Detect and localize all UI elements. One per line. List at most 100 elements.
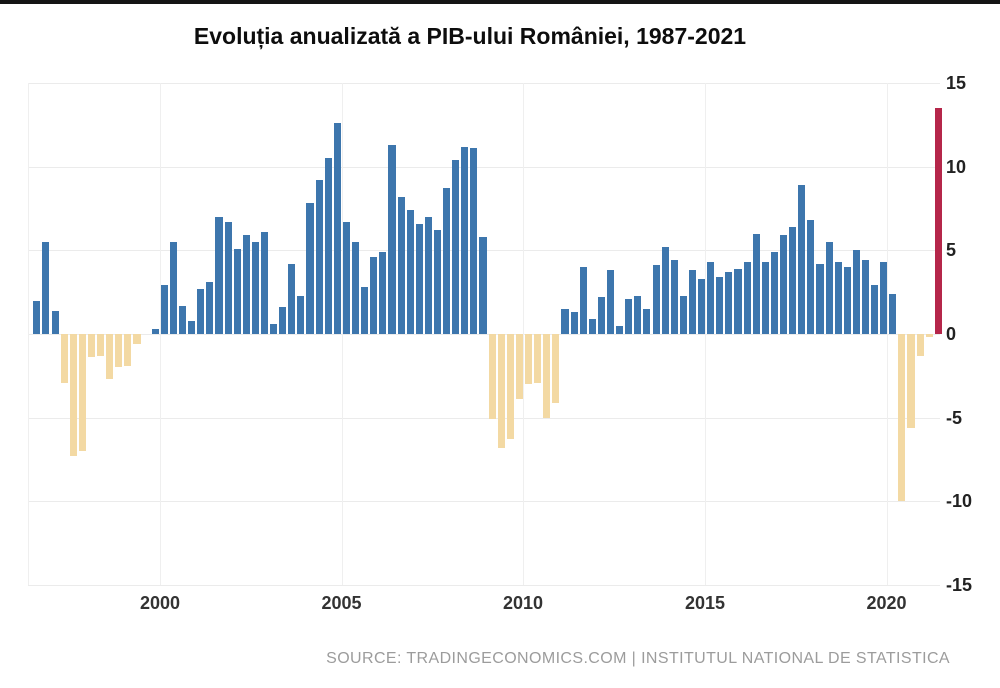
bar-positive bbox=[51, 310, 59, 334]
bar-positive bbox=[761, 262, 769, 334]
bar-positive bbox=[798, 185, 806, 334]
bar-positive bbox=[415, 223, 423, 334]
gridline-horizontal bbox=[28, 166, 940, 168]
bar-positive bbox=[342, 221, 350, 334]
bar-positive bbox=[406, 210, 414, 334]
bar-positive bbox=[561, 308, 569, 334]
bar-negative bbox=[87, 334, 96, 358]
bar-positive bbox=[834, 262, 842, 334]
bar-negative bbox=[552, 334, 560, 403]
gridline-vertical bbox=[341, 83, 343, 585]
gridline-vertical bbox=[705, 83, 706, 585]
bar-negative bbox=[506, 334, 514, 440]
bar-negative bbox=[497, 334, 505, 448]
y-axis-tick-label: -15 bbox=[946, 575, 973, 595]
bar-positive bbox=[734, 268, 742, 334]
bar-positive bbox=[670, 260, 678, 334]
bar-positive bbox=[807, 220, 815, 334]
gridline-vertical bbox=[160, 83, 161, 585]
bar-positive bbox=[816, 263, 824, 334]
bar-positive bbox=[151, 328, 159, 334]
bar-positive bbox=[725, 272, 733, 334]
bar-positive bbox=[825, 241, 833, 334]
bar-positive bbox=[297, 295, 305, 334]
bar-negative bbox=[115, 334, 123, 368]
bar-positive bbox=[306, 203, 314, 334]
bar-positive bbox=[789, 226, 797, 334]
x-axis-tick-label: 2000 bbox=[139, 593, 181, 613]
bar-negative bbox=[488, 334, 496, 420]
bar-positive bbox=[370, 257, 378, 334]
y-axis-tick-label: 10 bbox=[946, 156, 967, 177]
y-axis-tick-label: 15 bbox=[946, 73, 967, 93]
bar-positive bbox=[352, 241, 360, 334]
bar-negative bbox=[543, 334, 551, 418]
gridline-horizontal bbox=[28, 83, 940, 84]
bar-positive bbox=[679, 295, 687, 334]
bar-positive bbox=[433, 230, 442, 334]
bar-negative bbox=[124, 334, 132, 366]
bar-positive bbox=[461, 146, 469, 334]
bar-negative bbox=[60, 334, 68, 383]
bar-positive bbox=[779, 235, 788, 334]
gridline-horizontal bbox=[28, 417, 940, 419]
bar-positive bbox=[606, 270, 615, 334]
bar-positive bbox=[33, 300, 41, 334]
y-axis-tick-label: 0 bbox=[946, 324, 957, 344]
bar-positive bbox=[242, 235, 250, 334]
bar-positive bbox=[652, 265, 660, 334]
x-axis-tick-label: 2015 bbox=[684, 593, 726, 613]
x-axis-tick-label: 2005 bbox=[321, 593, 362, 613]
bar-positive bbox=[579, 267, 587, 334]
gridline-horizontal bbox=[28, 334, 940, 335]
bar-positive bbox=[42, 241, 50, 334]
y-axis-labels: 15 10 5 0 -5 -10 -15 bbox=[946, 0, 1000, 688]
bar-positive bbox=[224, 221, 232, 334]
bar-positive bbox=[169, 241, 177, 334]
bar-positive bbox=[452, 159, 460, 334]
bar-positive bbox=[160, 285, 168, 334]
bar-positive bbox=[661, 246, 669, 334]
bar-negative bbox=[907, 334, 915, 428]
bar-positive bbox=[288, 263, 296, 334]
bar-positive bbox=[852, 250, 860, 334]
y-axis-tick-label: -10 bbox=[946, 491, 973, 512]
bar-positive bbox=[361, 287, 369, 334]
bar-positive bbox=[379, 252, 387, 334]
bar-highlight-latest bbox=[934, 108, 942, 334]
bar-positive bbox=[315, 180, 323, 334]
gridline-horizontal bbox=[28, 501, 940, 503]
bar-positive bbox=[260, 231, 269, 334]
bar-positive bbox=[188, 320, 196, 334]
bar-positive bbox=[861, 260, 870, 334]
y-axis-tick-label: -5 bbox=[946, 407, 963, 428]
bar-positive bbox=[698, 278, 706, 334]
plot-left-edge bbox=[28, 83, 29, 585]
bar-positive bbox=[597, 297, 605, 334]
bar-positive bbox=[443, 188, 451, 334]
bar-positive bbox=[397, 196, 405, 334]
bar-positive bbox=[215, 216, 223, 334]
bar-positive bbox=[178, 305, 187, 334]
bar-positive bbox=[880, 262, 888, 334]
bar-positive bbox=[206, 282, 214, 334]
video-frame-top-edge bbox=[0, 0, 1000, 4]
bar-positive bbox=[570, 312, 578, 334]
gridline-horizontal bbox=[28, 585, 940, 586]
bar-positive bbox=[707, 262, 715, 334]
bar-positive bbox=[470, 148, 478, 334]
bar-negative bbox=[534, 334, 542, 383]
x-axis-tick-label: 2010 bbox=[502, 593, 544, 613]
bar-positive bbox=[424, 216, 432, 334]
bar-negative bbox=[898, 334, 906, 502]
bar-negative bbox=[133, 334, 141, 345]
bar-negative bbox=[78, 334, 86, 452]
bar-negative bbox=[525, 334, 533, 385]
bar-positive bbox=[279, 307, 287, 334]
bar-positive bbox=[588, 318, 596, 334]
bar-positive bbox=[843, 267, 851, 334]
gridline-vertical bbox=[523, 83, 524, 585]
x-axis-tick-label: 2020 bbox=[866, 593, 907, 613]
bar-positive bbox=[197, 288, 205, 334]
bar-positive bbox=[479, 236, 487, 334]
